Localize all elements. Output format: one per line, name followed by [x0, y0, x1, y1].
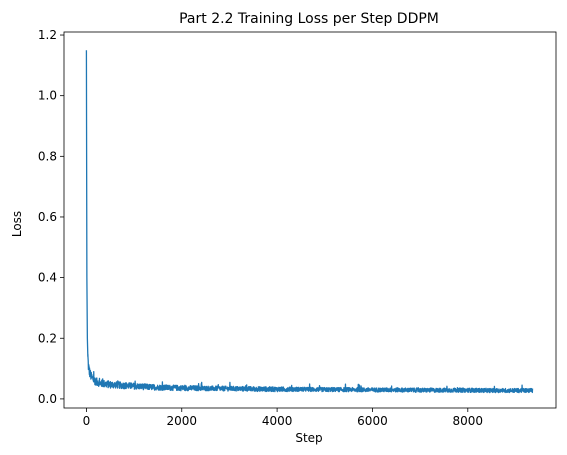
plot-frame	[63, 31, 557, 409]
x-tick-label: 4000	[262, 414, 293, 428]
x-tick-label: 6000	[357, 414, 388, 428]
y-tick-label: 0.0	[38, 392, 57, 406]
plot-area: 0 2000 4000 6000 8000 0.0 0.2 0.4 0.6 0.8 1.0 1.2	[38, 28, 557, 428]
y-tick-label: 0.8	[38, 149, 57, 163]
series-line-0	[85, 50, 534, 394]
y-tick-label: 0.6	[38, 210, 57, 224]
y-axis-label: Loss	[10, 211, 24, 237]
chart-title: Part 2.2 Training Loss per Step DDPM	[179, 11, 439, 27]
x-tick-label: 8000	[453, 414, 484, 428]
y-tick-label: 1.0	[38, 89, 57, 103]
y-tick-label: 0.4	[38, 271, 57, 285]
x-axis-label: Step	[295, 431, 322, 445]
y-tick-label: 1.2	[38, 28, 57, 42]
y-tick-label: 0.2	[38, 331, 57, 345]
x-tick-label: 0	[83, 414, 91, 428]
x-tick-label: 2000	[166, 414, 197, 428]
